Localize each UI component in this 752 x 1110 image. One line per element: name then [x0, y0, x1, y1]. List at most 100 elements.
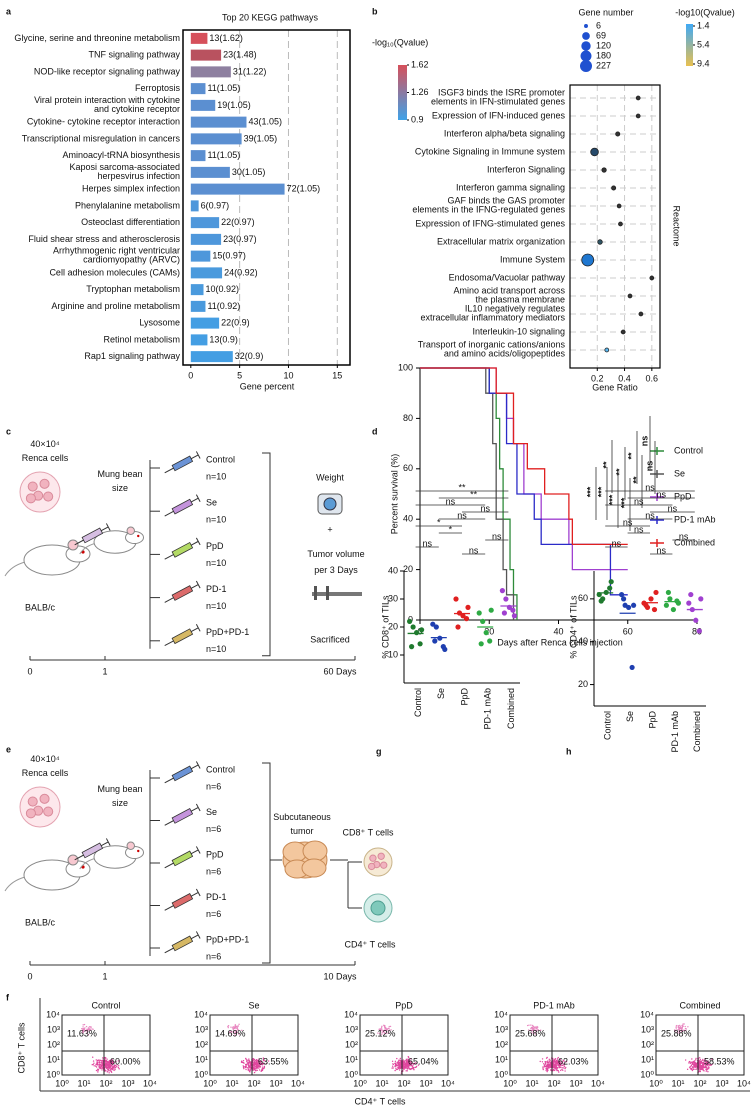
y-tick-label: 10⁰: [494, 1069, 508, 1079]
event-dot: [108, 1069, 110, 1071]
event-dot: [92, 1028, 94, 1030]
group-name: Se: [206, 807, 217, 817]
data-point: [501, 610, 507, 616]
mouse-label: BALB/c: [25, 917, 56, 927]
event-dot: [534, 1033, 536, 1035]
event-dot: [679, 1024, 681, 1027]
event-dot: [403, 1068, 405, 1071]
event-dot: [101, 1057, 104, 1059]
significance-label: **: [458, 482, 466, 492]
group-n: n=6: [206, 909, 221, 919]
bar-label: 6(0.97): [201, 200, 230, 210]
bar-label: 30(1.05): [232, 167, 266, 177]
significance-label: **: [614, 468, 624, 476]
y-tick-label: 10⁴: [46, 1009, 60, 1019]
data-point: [696, 628, 702, 634]
syringe-plunger: [190, 454, 199, 460]
category-label: Aminoacyl-tRNA biosynthesis: [62, 150, 180, 160]
event-dot: [548, 1064, 551, 1066]
data-point: [476, 610, 482, 616]
syringe-needle: [164, 597, 174, 603]
legend-label: PpD: [674, 491, 692, 501]
event-dot: [108, 1062, 110, 1064]
event-dot: [552, 1064, 555, 1067]
event-dot: [256, 1066, 259, 1068]
event-dot: [233, 1026, 236, 1028]
significance-label: ns: [623, 517, 633, 527]
event-dot: [417, 1064, 420, 1066]
significance-label: ns: [457, 510, 467, 520]
event-dot: [104, 1058, 106, 1060]
bar-label: 23(1.48): [223, 50, 257, 60]
group-name: PpD: [206, 849, 224, 859]
event-dot: [105, 1064, 108, 1066]
x-tick-label: 10³: [419, 1078, 432, 1088]
event-dot: [246, 1061, 248, 1063]
bar: [190, 200, 199, 212]
x-tick-label: 15: [332, 370, 342, 380]
bar: [190, 49, 222, 61]
significance-label: ***: [607, 494, 617, 505]
event-dot: [680, 1027, 682, 1030]
event-dot: [403, 1067, 406, 1069]
x-tick-label: Se: [436, 688, 446, 699]
event-dot: [98, 1066, 100, 1068]
event-dot: [117, 1060, 120, 1062]
x-tick-label: 10⁴: [291, 1078, 305, 1088]
event-dot: [395, 1062, 397, 1065]
event-dot: [397, 1064, 400, 1066]
group-n: n=10: [206, 558, 226, 568]
event-dot: [409, 1062, 412, 1064]
mouse-ear: [67, 539, 79, 551]
event-dot: [546, 1066, 549, 1068]
cell: [25, 808, 36, 819]
event-dot: [675, 1026, 677, 1029]
event-dot: [684, 1029, 687, 1032]
mouse-tail: [79, 543, 95, 555]
event-dot: [561, 1067, 563, 1069]
significance-label: ns: [656, 489, 666, 499]
category-label: Tryptophan metabolism: [86, 284, 180, 294]
syringe-barrel: [171, 765, 194, 782]
event-dot: [547, 1060, 549, 1062]
mouse-eye: [137, 534, 140, 538]
data-point: [653, 589, 659, 596]
event-dot: [542, 1063, 545, 1065]
bar-label: 22(0.97): [221, 217, 255, 227]
x-tick-label: 20: [484, 626, 494, 636]
event-dot: [695, 1062, 698, 1065]
event-dot: [263, 1065, 266, 1068]
event-dot: [412, 1068, 415, 1070]
y-tick-label: 10¹: [495, 1054, 508, 1064]
significance-label: ns: [446, 496, 456, 506]
event-dot: [702, 1069, 704, 1071]
category-label: Amino acid transport across the plasma me…: [453, 286, 565, 305]
data-point: [417, 641, 423, 647]
syringe-needle: [164, 820, 174, 826]
x-tick-label: 10¹: [671, 1078, 684, 1088]
event-dot: [675, 1025, 678, 1027]
syringe-handle: [195, 888, 201, 897]
data-point: [598, 598, 604, 604]
event-dot: [690, 1061, 692, 1063]
event-dot: [379, 1028, 381, 1030]
syringe: [164, 580, 201, 603]
cell: [367, 862, 376, 871]
x-tick-label: 10⁰: [649, 1078, 663, 1088]
event-dot: [397, 1062, 400, 1065]
legend-label: 227: [596, 60, 611, 70]
y-axis-label: Percent survival (%): [389, 454, 399, 535]
event-dot: [545, 1069, 547, 1072]
event-dot: [531, 1029, 533, 1032]
event-dot: [562, 1064, 564, 1066]
event-dot: [247, 1069, 249, 1071]
y-tick-label: 10⁴: [344, 1009, 358, 1019]
legend-title: Gene number: [578, 7, 633, 17]
event-dot: [700, 1068, 702, 1071]
event-dot: [109, 1066, 111, 1069]
event-dot: [565, 1066, 567, 1069]
colorbar-tick-label: 9.4: [697, 58, 710, 68]
data-point: [478, 641, 484, 647]
panel-label: f: [6, 992, 10, 1002]
dot: [635, 113, 641, 119]
